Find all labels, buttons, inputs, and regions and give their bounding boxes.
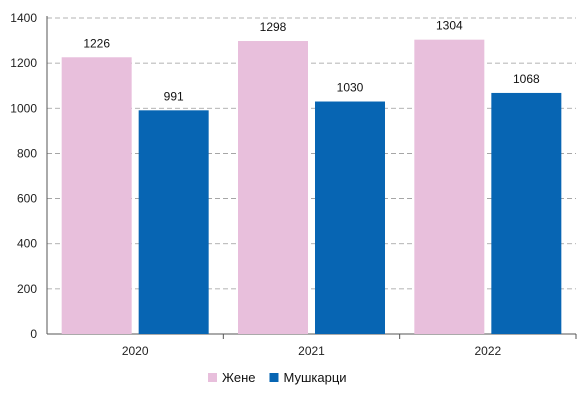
data-label: 1298: [260, 20, 287, 34]
data-label: 1030: [337, 81, 364, 95]
legend-label: Мушкарци: [283, 370, 346, 385]
data-label: 991: [164, 89, 184, 103]
bar-zhene-2021: [238, 41, 308, 334]
y-tick-label: 1400: [10, 11, 37, 25]
y-tick-label: 1000: [10, 101, 37, 115]
bar-mushkarci-2020: [138, 110, 209, 335]
y-tick-label: 400: [17, 237, 37, 251]
axes: 0 200 400 600 800 1000 1200 1400 2020 2021 2022: [10, 11, 577, 358]
bar-mushkarci-2022: [491, 92, 562, 335]
x-tick-label: 2021: [298, 344, 325, 358]
data-label: 1068: [513, 72, 540, 86]
data-labels: 1226 991 1298 1030 1304 1068: [83, 19, 540, 104]
x-tick-label: 2022: [474, 344, 501, 358]
y-tick-label: 800: [17, 146, 37, 160]
bar-zhene-2020: [61, 57, 132, 334]
x-tick-label: 2020: [122, 344, 149, 358]
bar-mushkarci-2021: [315, 101, 385, 334]
data-label: 1226: [83, 36, 110, 50]
y-tick-label: 0: [30, 327, 37, 341]
y-tick-label: 600: [17, 192, 37, 206]
legend-swatch-mushkarci: [269, 373, 279, 382]
legend-label: Жене: [222, 370, 255, 385]
y-tick-label: 200: [17, 282, 37, 296]
legend-swatch-zhene: [208, 373, 217, 382]
bar-zhene-2022: [414, 39, 485, 334]
y-tick-label: 1200: [10, 56, 37, 70]
legend: Жене Мушкарци: [208, 370, 347, 385]
bars: [61, 39, 562, 335]
gridlines: [47, 17, 576, 290]
data-label: 1304: [436, 19, 463, 33]
